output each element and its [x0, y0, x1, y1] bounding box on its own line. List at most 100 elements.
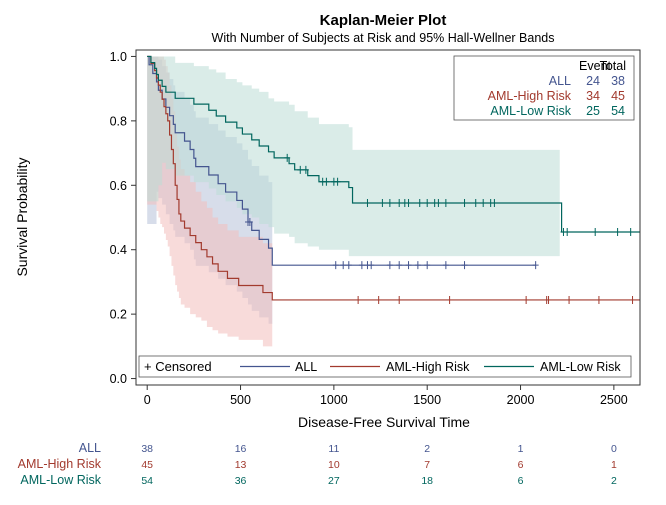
censor-mark-aml-high-risk-3	[446, 295, 453, 304]
censor-mark-aml-high-risk-8	[595, 295, 602, 304]
inset-row-name-high: AML-High Risk	[488, 89, 572, 103]
censor-mark-all-3	[340, 261, 347, 270]
at-risk-count-aml-low-risk-3: 18	[421, 475, 433, 487]
censor-mark-aml-low-risk-26	[614, 227, 621, 236]
y-tick-label-2: 0.4	[110, 243, 127, 257]
at-risk-count-all-1: 16	[235, 443, 247, 455]
censor-mark-aml-high-risk-0	[355, 295, 362, 304]
at-risk-count-aml-low-risk-4: 6	[518, 475, 524, 487]
inset-row-total-all: 38	[611, 74, 625, 88]
x-tick-label-1: 500	[230, 393, 251, 407]
inset-row-event-low: 25	[586, 104, 600, 118]
censor-mark-aml-low-risk-18	[461, 199, 468, 208]
y-tick-label-4: 0.8	[110, 114, 127, 128]
y-tick-label-5: 1.0	[110, 50, 127, 64]
at-risk-count-aml-low-risk-2: 27	[328, 475, 340, 487]
legend-entry-all: ALL	[295, 360, 317, 374]
censor-mark-aml-high-risk-1	[375, 295, 382, 304]
inset-table-frame	[453, 55, 635, 121]
at-risk-label-aml-low-risk: AML-Low Risk	[20, 473, 101, 487]
censor-marks	[245, 153, 636, 304]
censor-mark-all-1	[246, 218, 253, 227]
inset-row-event-high: 34	[586, 89, 600, 103]
censor-mark-all-12	[424, 261, 431, 270]
censor-mark-all-14	[461, 261, 468, 270]
censor-mark-aml-low-risk-13	[416, 199, 423, 208]
curve-all	[147, 55, 536, 266]
censor-mark-aml-low-risk-9	[386, 199, 393, 208]
chart-subtitle: With Number of Subjects at Risk and 95% …	[212, 31, 555, 45]
censor-mark-all-9	[396, 261, 403, 270]
at-risk-count-all-4: 1	[518, 443, 524, 455]
event-total-table: Event Total ALL 24 38 AML-High Risk 34 4…	[453, 55, 635, 121]
x-tick-label-5: 2500	[600, 393, 628, 407]
x-axis-label: Disease-Free Survival Time	[298, 414, 470, 430]
censor-mark-aml-low-risk-24	[564, 227, 571, 236]
censor-mark-aml-low-risk-8	[379, 199, 386, 208]
chart-title: Kaplan-Meier Plot	[320, 12, 447, 29]
censor-mark-aml-low-risk-19	[472, 199, 479, 208]
at-risk-count-aml-low-risk-0: 54	[141, 475, 153, 487]
at-risk-label-all: ALL	[79, 441, 101, 455]
inset-header-total: Total	[600, 59, 626, 73]
censor-mark-aml-low-risk-27	[627, 227, 634, 236]
x-tick-label-4: 2000	[507, 393, 535, 407]
x-tick-label-0: 0	[144, 393, 151, 407]
at-risk-count-all-3: 2	[424, 443, 430, 455]
at-risk-count-all-0: 38	[141, 443, 153, 455]
inset-row-total-high: 45	[611, 89, 625, 103]
censor-mark-all-4	[345, 261, 352, 270]
at-risk-count-aml-high-risk-3: 7	[424, 459, 430, 471]
plot-frame	[135, 49, 641, 386]
censor-mark-aml-low-risk-12	[405, 199, 412, 208]
censor-mark-aml-low-risk-4	[323, 177, 330, 186]
x-axis: 0 500 1000 1500 2000 2500	[144, 385, 628, 407]
at-risk-count-aml-low-risk-5: 2	[611, 475, 617, 487]
censor-mark-all-10	[405, 261, 412, 270]
censor-mark-aml-high-risk-7	[566, 295, 573, 304]
confidence-bands	[147, 56, 560, 347]
x-tick-label-2: 1000	[320, 393, 348, 407]
band-aml-low-risk	[147, 56, 560, 257]
survival-curves	[147, 55, 640, 301]
censor-mark-aml-low-risk-7	[364, 199, 371, 208]
censor-mark-all-8	[386, 261, 393, 270]
at-risk-count-aml-low-risk-1: 36	[235, 475, 247, 487]
censor-mark-aml-low-risk-20	[480, 199, 487, 208]
y-axis: 0.0 0.2 0.4 0.6 0.8 1.0	[110, 50, 136, 386]
censor-mark-aml-low-risk-14	[424, 199, 431, 208]
at-risk-count-aml-high-risk-4: 6	[518, 459, 524, 471]
censor-mark-aml-high-risk-9	[629, 295, 636, 304]
censor-mark-all-5	[358, 261, 365, 270]
legend-entry-low: AML-Low Risk	[540, 360, 621, 374]
legend: + Censored ALL AML-High Risk AML-Low Ris…	[138, 355, 632, 378]
censor-mark-all-13	[442, 261, 449, 270]
legend-frame	[138, 355, 632, 378]
y-tick-label-3: 0.6	[110, 179, 127, 193]
censor-mark-aml-low-risk-22	[491, 199, 498, 208]
curve-aml-high-risk	[147, 55, 640, 301]
at-risk-count-all-5: 0	[611, 443, 617, 455]
censor-mark-aml-low-risk-17	[442, 199, 449, 208]
y-tick-label-0: 0.0	[110, 372, 127, 386]
censor-mark-all-7	[368, 261, 375, 270]
at-risk-count-aml-high-risk-2: 10	[328, 459, 340, 471]
censor-mark-aml-high-risk-4	[523, 295, 530, 304]
legend-entry-high: AML-High Risk	[386, 360, 470, 374]
censor-mark-aml-low-risk-6	[334, 177, 341, 186]
at-risk-count-aml-high-risk-0: 45	[141, 459, 153, 471]
x-tick-label-3: 1500	[413, 393, 441, 407]
inset-row-name-low: AML-Low Risk	[490, 104, 571, 118]
censor-mark-all-15	[532, 261, 539, 270]
at-risk-count-aml-high-risk-5: 1	[611, 459, 617, 471]
at-risk-count-aml-high-risk-1: 13	[235, 459, 247, 471]
at-risk-label-aml-high-risk: AML-High Risk	[18, 457, 102, 471]
censor-mark-aml-high-risk-2	[396, 295, 403, 304]
censor-mark-aml-low-risk-16	[435, 199, 442, 208]
censor-mark-aml-low-risk-25	[592, 227, 599, 236]
censor-mark-aml-low-risk-10	[396, 199, 403, 208]
inset-header-event: Event	[579, 59, 611, 73]
